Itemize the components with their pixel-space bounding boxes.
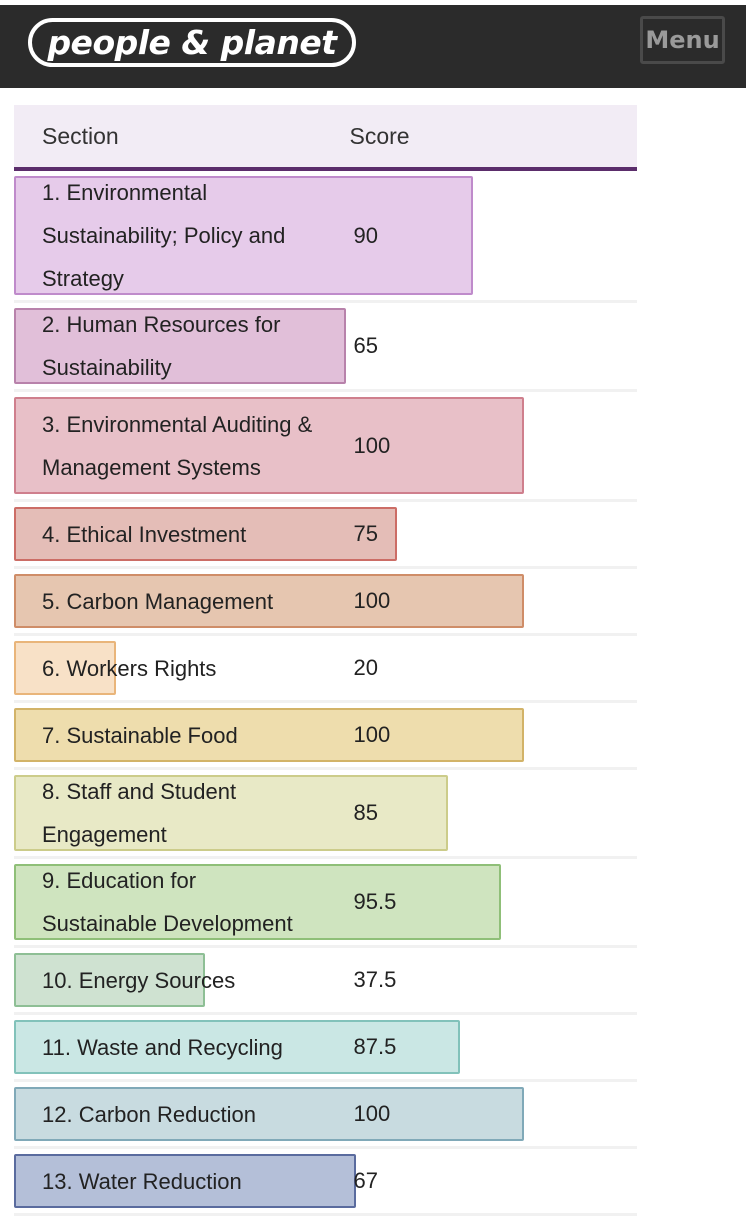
menu-button[interactable]: Menu xyxy=(640,16,725,64)
section-cell: 6. Workers Rights xyxy=(14,634,326,703)
score-value: 67 xyxy=(325,1147,637,1216)
table-row: 9. Education for Sustainable Development… xyxy=(14,857,637,948)
score-value: 95.5 xyxy=(325,857,637,948)
section-label: 5. Carbon Management xyxy=(42,588,274,614)
section-cell: 1. Environmental Sustainability; Policy … xyxy=(14,169,473,303)
column-header-section: Section xyxy=(14,105,326,171)
table-header-row: Section Score xyxy=(14,105,637,171)
section-cell: 4. Ethical Investment xyxy=(14,500,397,569)
table-row: 4. Ethical Investment 75 xyxy=(14,500,637,569)
section-cell: 7. Sustainable Food xyxy=(14,701,524,770)
site-header: people & planet Menu xyxy=(0,5,746,88)
section-cell: 12. Carbon Reduction xyxy=(14,1080,524,1149)
section-label: 8. Staff and Student Engagement xyxy=(42,779,237,847)
top-strip xyxy=(0,0,746,5)
section-label: 9. Education for Sustainable Development xyxy=(42,868,293,936)
section-label: 1. Environmental Sustainability; Policy … xyxy=(42,180,286,291)
section-label: 6. Workers Rights xyxy=(42,655,217,681)
score-value: 100 xyxy=(325,567,637,636)
section-cell: 10. Energy Sources xyxy=(14,946,326,1015)
score-bar xyxy=(14,953,206,1007)
score-value: 100 xyxy=(325,390,637,502)
score-bar xyxy=(14,308,346,384)
section-label: 11. Waste and Recycling xyxy=(42,1034,283,1060)
table-row: 10. Energy Sources 37.5 xyxy=(14,946,637,1015)
score-table: Section Score 1. Environmental Sustainab… xyxy=(14,105,637,1216)
table-row: 5. Carbon Management 100 xyxy=(14,567,637,636)
section-cell: 8. Staff and Student Engagement xyxy=(14,768,448,859)
section-cell: 3. Environmental Auditing & Management S… xyxy=(14,390,524,502)
section-cell: 2. Human Resources for Sustainability xyxy=(14,301,346,392)
table-row: 7. Sustainable Food 100 xyxy=(14,701,637,770)
section-cell: 9. Education for Sustainable Development xyxy=(14,857,502,948)
table-row: 12. Carbon Reduction 100 xyxy=(14,1080,637,1149)
score-value: 85 xyxy=(325,768,637,859)
section-label: 12. Carbon Reduction xyxy=(42,1101,257,1127)
section-cell: 13. Water Reduction xyxy=(14,1147,356,1216)
score-value: 87.5 xyxy=(325,1013,637,1082)
section-label: 2. Human Resources for Sustainability xyxy=(42,312,281,380)
table-row: 3. Environmental Auditing & Management S… xyxy=(14,390,637,502)
section-cell: 5. Carbon Management xyxy=(14,567,524,636)
table-row: 2. Human Resources for Sustainability 65 xyxy=(14,301,637,392)
score-value: 65 xyxy=(325,301,637,392)
section-label: 3. Environmental Auditing & Management S… xyxy=(42,411,313,480)
section-label: 13. Water Reduction xyxy=(42,1168,242,1194)
people-and-planet-logo[interactable]: people & planet xyxy=(28,18,356,67)
score-value: 90 xyxy=(325,169,637,303)
score-value: 100 xyxy=(325,1080,637,1149)
score-value: 100 xyxy=(325,701,637,770)
score-value: 20 xyxy=(325,634,637,703)
section-label: 10. Energy Sources xyxy=(42,967,236,993)
section-label: 7. Sustainable Food xyxy=(42,722,238,748)
score-bar xyxy=(14,641,116,695)
table-row: 8. Staff and Student Engagement 85 xyxy=(14,768,637,859)
section-label: 4. Ethical Investment xyxy=(42,521,247,547)
table-row: 1. Environmental Sustainability; Policy … xyxy=(14,169,637,303)
table-row: 6. Workers Rights 20 xyxy=(14,634,637,703)
section-cell: 11. Waste and Recycling xyxy=(14,1013,461,1082)
column-header-score: Score xyxy=(325,105,637,171)
table-row: 13. Water Reduction 67 xyxy=(14,1147,637,1216)
table-row: 11. Waste and Recycling 87.5 xyxy=(14,1013,637,1082)
score-value: 75 xyxy=(325,500,637,569)
score-value: 37.5 xyxy=(325,946,637,1015)
